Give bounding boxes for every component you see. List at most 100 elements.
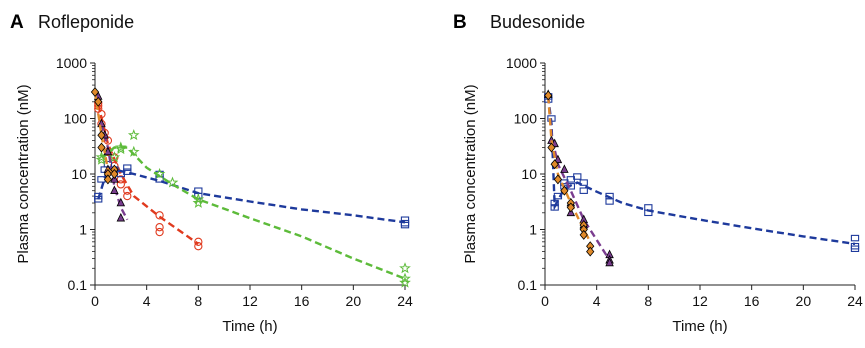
data-point <box>553 192 563 200</box>
y-axis-title: Plasma concentration (nM) <box>462 84 479 263</box>
data-point <box>90 87 100 97</box>
fit-line <box>100 146 406 280</box>
data-point <box>544 90 553 101</box>
y-tick-label: 0.1 <box>68 277 88 293</box>
plot-area-b: 0 4 8 12 16 20 24 0.1 1 10 100 1000 Time (h) Plasma c… <box>462 55 863 335</box>
x-tick-label: 4 <box>593 293 601 309</box>
x-tick-label: 8 <box>644 293 652 309</box>
data-point <box>94 96 103 107</box>
x-tick-label: 4 <box>143 293 151 309</box>
x-tick-label: 8 <box>194 293 202 309</box>
data-point <box>97 142 106 153</box>
data-point <box>553 154 563 164</box>
y-tick-label: 100 <box>64 111 88 127</box>
data-point <box>194 237 203 246</box>
data-point <box>550 199 559 207</box>
panel-b: B Budesonide 0 4 8 12 16 20 24 0.1 1 10 100 1000 Tim… <box>453 12 863 335</box>
data-point <box>153 167 166 179</box>
data-point <box>155 223 164 232</box>
x-tick-label: 24 <box>397 293 413 309</box>
y-tick-label: 0.1 <box>518 277 538 293</box>
series-2 <box>95 129 411 288</box>
x-tick-label: 0 <box>541 293 549 309</box>
data-point <box>579 229 588 240</box>
x-tick-label: 16 <box>294 293 310 309</box>
data-point <box>123 168 132 175</box>
data-point <box>94 192 103 200</box>
series-0 <box>544 93 860 252</box>
data-point <box>97 130 106 141</box>
data-point <box>116 197 126 207</box>
data-point <box>553 174 563 185</box>
data-point <box>103 146 113 156</box>
y-tick-label: 1000 <box>56 55 87 71</box>
x-axis-title: Time (h) <box>672 318 727 335</box>
data-point <box>110 169 119 179</box>
data-point <box>550 159 559 170</box>
data-point <box>579 179 588 186</box>
data-point <box>850 234 860 242</box>
x-tick-label: 16 <box>744 293 760 309</box>
data-point <box>850 245 860 252</box>
data-point <box>123 191 132 201</box>
data-point <box>155 211 164 220</box>
fit-line <box>93 91 116 175</box>
data-point <box>123 186 132 195</box>
fit-line <box>547 96 611 261</box>
fit-line <box>100 123 129 221</box>
data-point <box>644 209 653 217</box>
y-axis-title: Plasma concentration (nM) <box>15 84 32 263</box>
data-point <box>194 242 203 251</box>
data-point <box>127 129 140 141</box>
data-point <box>110 185 119 194</box>
data-point <box>566 202 575 213</box>
data-point <box>400 221 410 229</box>
y-tick-label: 1 <box>79 222 87 238</box>
panel-title-b: Budesonide <box>490 12 585 32</box>
data-point <box>586 246 595 257</box>
y-tick-label: 100 <box>514 111 538 127</box>
x-tick-label: 20 <box>796 293 812 309</box>
data-point <box>550 204 559 211</box>
series-2 <box>544 90 595 257</box>
data-point <box>579 187 588 194</box>
data-point <box>192 196 205 208</box>
x-tick-label: 12 <box>692 293 708 309</box>
panel-a: A Rofleponide 0 4 8 12 16 20 24 0.1 1 10 100 1000 Ti… <box>10 12 413 335</box>
data-point <box>155 227 164 237</box>
y-tick-label: 10 <box>521 166 537 182</box>
series-4 <box>90 87 119 185</box>
data-point <box>399 262 411 274</box>
y-tick-label: 1000 <box>506 55 537 71</box>
data-point <box>166 176 179 188</box>
plot-area-a: 0 4 8 12 16 20 24 0.1 1 10 100 1000 Time (h) Plasma c… <box>15 55 413 335</box>
data-point <box>560 164 569 173</box>
data-point <box>116 175 125 184</box>
data-point <box>116 180 125 189</box>
y-tick-label: 1 <box>529 222 537 238</box>
data-point <box>115 143 127 155</box>
x-axis-title: Time (h) <box>222 318 277 335</box>
x-tick-label: 12 <box>242 293 258 309</box>
data-point <box>103 174 113 185</box>
panel-letter-a: A <box>10 12 24 33</box>
x-tick-label: 24 <box>847 293 863 309</box>
data-point <box>127 145 140 157</box>
data-point <box>399 272 411 284</box>
data-point <box>566 183 575 190</box>
data-point <box>560 185 569 196</box>
panel-title-a: Rofleponide <box>38 12 134 32</box>
fit-line <box>547 96 856 246</box>
x-tick-label: 20 <box>346 293 362 309</box>
data-point <box>123 164 132 171</box>
data-point <box>605 257 614 267</box>
data-point <box>115 141 127 153</box>
data-point <box>547 142 556 153</box>
data-point <box>192 193 205 205</box>
data-point <box>399 276 411 288</box>
y-tick-label: 10 <box>71 166 87 182</box>
data-point <box>573 173 582 180</box>
data-point <box>605 198 614 205</box>
panel-letter-b: B <box>453 12 467 33</box>
